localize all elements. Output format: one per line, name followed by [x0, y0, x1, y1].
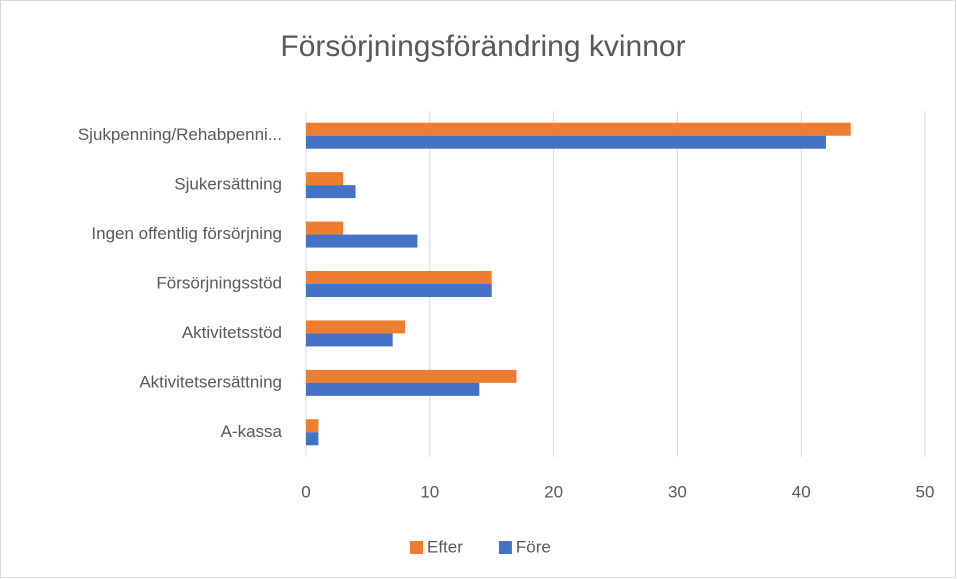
- y-tick-label: Sjukpenning/Rehabpenni...: [78, 125, 282, 144]
- bar: [306, 221, 344, 235]
- y-tick-label: Försörjningsstöd: [156, 273, 282, 292]
- bar: [306, 333, 393, 347]
- x-tick-label: 40: [792, 482, 811, 501]
- y-tick-label: Ingen offentlig försörjning: [91, 224, 282, 243]
- bar: [306, 419, 319, 433]
- y-tick-label: Sjukersättning: [174, 175, 282, 194]
- bar: [306, 432, 319, 446]
- bar: [306, 172, 344, 186]
- bar: [306, 271, 492, 284]
- bar: [306, 320, 406, 334]
- y-tick-label: Aktivitetsstöd: [182, 323, 282, 342]
- bar: [306, 185, 356, 199]
- bar: [306, 369, 517, 383]
- bar: [306, 122, 851, 136]
- x-tick-label: 0: [301, 482, 310, 501]
- bar: [306, 284, 492, 297]
- bar: [306, 135, 826, 149]
- x-tick-label: 50: [916, 482, 935, 501]
- y-tick-label: Aktivitetsersättning: [139, 372, 282, 391]
- legend-swatch: [410, 541, 423, 554]
- x-tick-label: 10: [420, 482, 439, 501]
- legend-label: Efter: [427, 537, 463, 556]
- bar: [306, 382, 480, 396]
- bar: [306, 234, 418, 248]
- legend-swatch: [498, 541, 512, 554]
- y-tick-label: A-kassa: [221, 422, 283, 441]
- x-tick-label: 30: [668, 482, 687, 501]
- x-tick-label: 20: [544, 482, 563, 501]
- chart-title: Försörjningsförändring kvinnor: [280, 30, 685, 63]
- legend-label: Före: [516, 537, 551, 556]
